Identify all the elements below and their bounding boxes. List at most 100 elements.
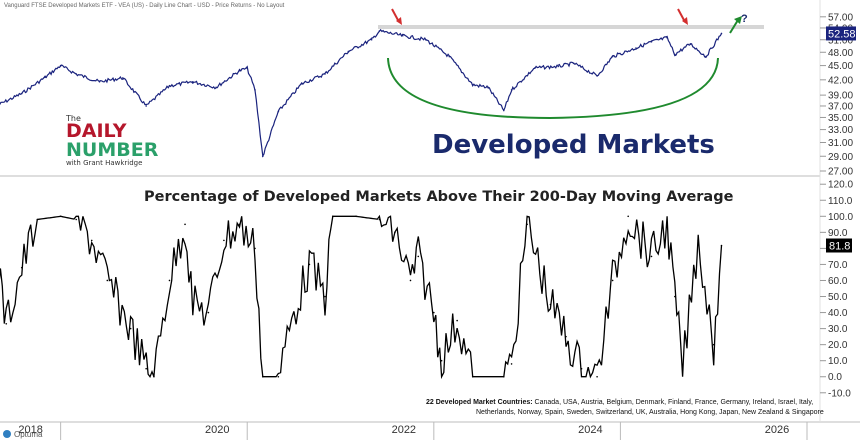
breadth-point — [355, 215, 357, 218]
price-tick-label: 57.00 — [828, 12, 853, 23]
daily-number-logo: The DAILY NUMBER with Grant Hawkridge — [65, 114, 159, 167]
price-point — [534, 67, 536, 69]
price-point — [674, 53, 676, 56]
price-point — [705, 55, 707, 58]
country-note-label: 22 Developed Market Countries: — [426, 399, 533, 406]
breadth-point — [277, 375, 280, 378]
breadth-point — [168, 279, 171, 282]
price-point — [192, 80, 194, 83]
country-note-line1: 22 Developed Market Countries: Canada, U… — [426, 399, 813, 406]
date-tick-label: 2022 — [392, 424, 416, 436]
breadth-last-value-label: 81.8 — [829, 241, 850, 253]
price-tick-label: 42.00 — [828, 75, 853, 86]
breadth-tick-label: -10.0 — [828, 388, 851, 399]
breadth-tick-label: 70.0 — [828, 260, 848, 271]
price-point — [277, 110, 280, 113]
breadth-point — [417, 255, 420, 258]
price-point — [145, 105, 147, 107]
price-tick-label: 33.00 — [828, 125, 853, 136]
breadth-point — [5, 322, 8, 325]
breadth-point — [502, 375, 505, 378]
price-axis: 57.0054.0051.0048.0045.0042.0039.0037.00… — [820, 12, 853, 178]
price-last-value-label: 52.58 — [828, 28, 856, 40]
date-tick-label: 2018 — [18, 424, 42, 436]
green-up-arrow — [729, 16, 742, 34]
price-point — [59, 64, 62, 67]
price-last-value-badge — [826, 26, 856, 41]
price-point — [324, 73, 326, 75]
price-line — [0, 28, 723, 158]
breadth-point — [36, 218, 39, 221]
price-point — [238, 69, 241, 72]
breadth-point — [261, 375, 264, 378]
breadth-point — [145, 367, 147, 370]
breadth-tick-label: 20.0 — [828, 340, 848, 351]
date-axis: 2018 2020 2022 2024 2026 — [18, 422, 808, 440]
breadth-point — [674, 295, 676, 298]
price-point — [572, 62, 575, 65]
breadth-point — [238, 223, 241, 226]
breadth-point — [596, 375, 598, 378]
breadth-point — [254, 247, 256, 250]
price-point — [650, 40, 653, 43]
breadth-point — [324, 295, 326, 298]
price-tick-label: 29.00 — [828, 152, 853, 163]
breadth-point — [471, 375, 474, 378]
breadth-point — [192, 303, 194, 306]
cup-arc — [387, 57, 719, 120]
breadth-point — [697, 239, 699, 242]
price-point — [261, 155, 264, 158]
breadth-point — [526, 223, 528, 226]
breadth-point — [712, 343, 715, 346]
breadth-point — [293, 311, 295, 314]
price-point — [720, 32, 723, 35]
price-point — [370, 38, 373, 41]
price-tick-label: 39.00 — [828, 91, 853, 102]
red-arrow-right — [677, 8, 688, 25]
price-point — [215, 86, 217, 89]
price-point — [246, 67, 249, 70]
breadth-point — [611, 279, 614, 282]
price-point — [168, 85, 171, 87]
breadth-tick-label: 120.0 — [828, 180, 853, 191]
breadth-point — [720, 244, 723, 247]
breadth-point — [650, 255, 653, 258]
price-point — [425, 38, 427, 41]
breadth-point — [378, 218, 381, 221]
breadth-point — [565, 335, 567, 338]
price-point — [300, 82, 303, 85]
breadth-point — [207, 311, 210, 314]
breadth-point — [580, 367, 583, 370]
price-point — [689, 43, 692, 45]
price-point — [635, 47, 637, 49]
price-point — [557, 65, 560, 68]
price-point — [596, 75, 598, 77]
breadth-tick-label: 50.0 — [828, 292, 848, 303]
breadth-tick-label: 30.0 — [828, 324, 848, 335]
breadth-point — [456, 319, 458, 322]
logo-byline: with Grant Hawkridge — [66, 159, 142, 167]
red-arrow-left — [391, 8, 402, 25]
chart-header: Vanguard FTSE Developed Markets ETF - VE… — [4, 3, 285, 9]
price-point — [502, 109, 505, 112]
date-tick-label: 2024 — [578, 424, 602, 436]
breadth-point — [510, 363, 513, 365]
breadth-point — [129, 327, 132, 330]
price-tick-label: 48.00 — [828, 48, 853, 59]
breadth-point — [20, 266, 23, 269]
logo-number: NUMBER — [66, 139, 159, 161]
logo-the: The — [65, 114, 81, 123]
breadth-point — [153, 375, 155, 378]
breadth-point — [308, 263, 311, 266]
breadth-tick-label: 100.0 — [828, 212, 853, 223]
price-point — [254, 89, 256, 91]
question-mark: ? — [741, 13, 748, 25]
breadth-point — [681, 367, 684, 370]
breadth-point — [184, 223, 186, 226]
breadth-point — [627, 215, 629, 218]
price-tick-label: 37.00 — [828, 101, 853, 112]
chart-title: Developed Markets — [432, 130, 715, 160]
price-point — [378, 30, 381, 32]
price-series: 52.58 — [0, 26, 856, 158]
